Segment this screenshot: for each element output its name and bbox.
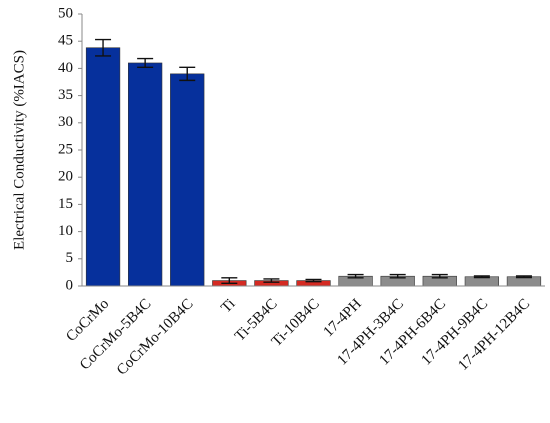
y-tick-label: 0	[66, 277, 74, 293]
error-bar	[515, 275, 532, 279]
error-bar	[473, 275, 490, 279]
y-axis-label: Electrical Conductivity (%IACS)	[11, 50, 27, 250]
x-tick-label: CoCrMo-10B4C	[114, 296, 197, 379]
error-bar	[263, 278, 280, 283]
error-bar	[305, 278, 322, 283]
error-bar	[95, 38, 112, 57]
bar	[85, 47, 121, 287]
error-bar	[347, 273, 364, 279]
error-bar	[137, 57, 154, 69]
x-tick-label: Ti	[218, 296, 238, 316]
y-tick-label: 50	[58, 5, 73, 21]
y-tick-label: 20	[58, 169, 73, 185]
error-bar	[389, 273, 406, 279]
error-bar	[431, 273, 448, 279]
y-tick-label: 35	[58, 87, 73, 103]
bar	[170, 73, 205, 287]
bar	[128, 62, 163, 287]
y-tick-label: 25	[58, 141, 73, 157]
y-tick-label: 10	[58, 223, 73, 239]
error-bar	[179, 66, 196, 82]
y-tick-label: 40	[58, 60, 73, 76]
y-tick-label: 15	[58, 196, 73, 212]
y-tick-label: 30	[58, 114, 73, 130]
y-tick-label: 45	[58, 33, 73, 49]
error-bar	[221, 277, 238, 284]
y-tick-label: 5	[66, 250, 74, 266]
